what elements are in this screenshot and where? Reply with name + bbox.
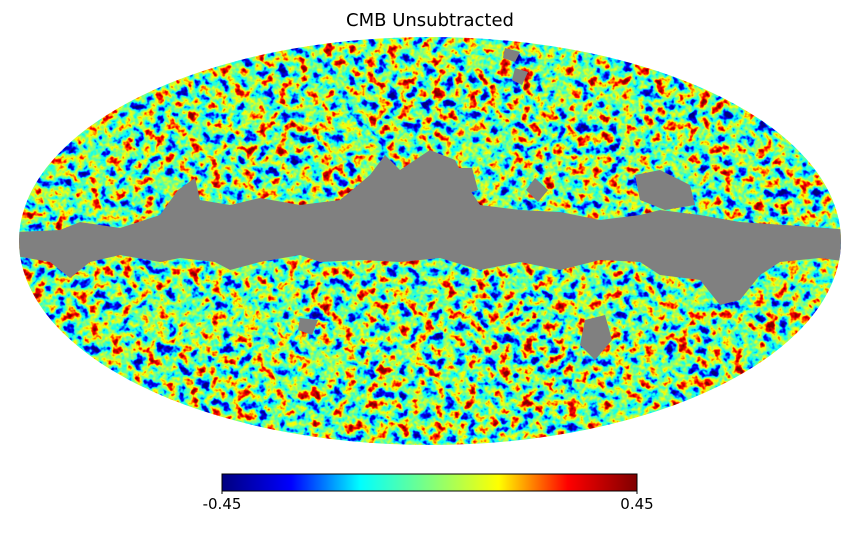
colorbar-tick-label: 0.45 (620, 495, 653, 513)
colorbar-tick-label: -0.45 (203, 495, 242, 513)
colorbar (221, 473, 638, 492)
chart-title: CMB Unsubtracted (346, 10, 514, 31)
galactic-mask (19, 48, 841, 360)
